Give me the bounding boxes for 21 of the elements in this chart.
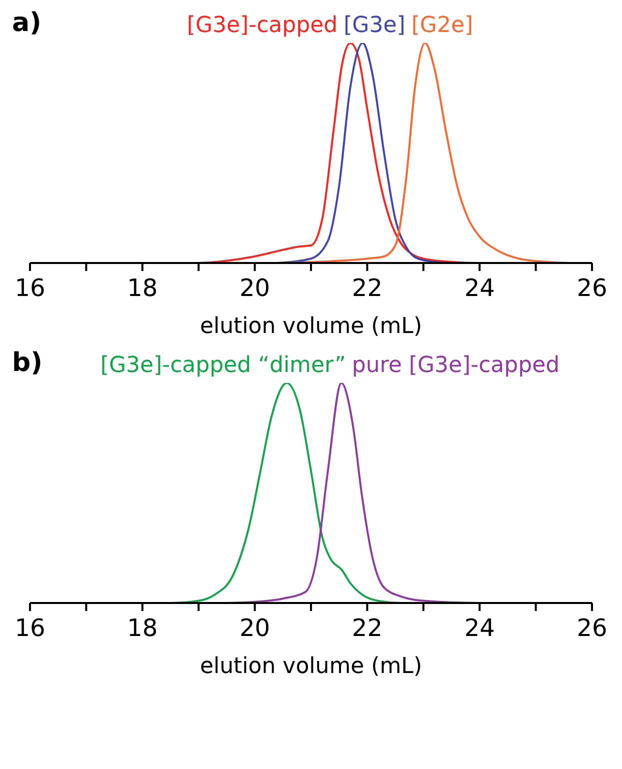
x-axis-title: elution volume (mL) (200, 314, 422, 339)
x-tick-label: 20 (240, 274, 270, 302)
chart-title: b) (11, 348, 44, 378)
x-tick-label: 26 (576, 614, 608, 642)
series-label: [G3e] (344, 13, 406, 38)
x-tick-label: 22 (352, 614, 382, 642)
chart-title: a) (11, 8, 42, 38)
x-tick-label: 24 (464, 274, 495, 302)
x-tick-label: 26 (576, 274, 608, 302)
x-tick-label: 18 (127, 614, 158, 642)
x-tick-label: 24 (464, 614, 495, 642)
x-tick-label: 22 (352, 274, 382, 302)
x-tick-label: 16 (14, 274, 46, 302)
series-label: [G2e] (411, 13, 474, 38)
series-label: pure [G3e]-capped (352, 353, 560, 378)
series-label: [G3e]-capped (186, 13, 338, 38)
x-axis-title: elution volume (mL) (200, 654, 422, 679)
text: [G3e]-capped “dimer” (100, 353, 346, 378)
x-tick-label: 16 (14, 614, 46, 642)
x-tick-label: 20 (240, 614, 270, 642)
x-tick-label: 18 (127, 274, 158, 302)
